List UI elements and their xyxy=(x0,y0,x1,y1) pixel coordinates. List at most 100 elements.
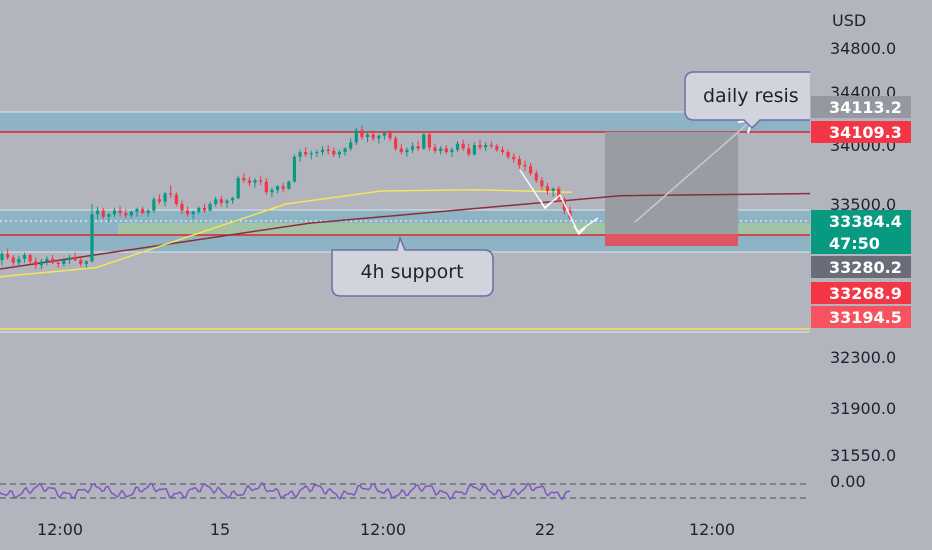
price-badge-label: 33280.2 xyxy=(829,258,902,277)
price-badge-label: 34109.3 xyxy=(829,123,902,142)
price-badge xyxy=(811,96,911,118)
candle-body xyxy=(51,258,55,263)
candle-body xyxy=(56,262,60,264)
candle-body xyxy=(439,148,443,151)
candle-body xyxy=(219,199,223,203)
arrow-head-icon xyxy=(573,225,586,236)
candle-body xyxy=(349,142,353,149)
candle-body xyxy=(292,156,297,182)
support-callout[interactable] xyxy=(331,235,494,297)
candle-body xyxy=(461,143,465,149)
candle-body xyxy=(377,135,381,139)
candle-body xyxy=(84,261,88,264)
candle-body xyxy=(259,180,263,182)
stop-box[interactable] xyxy=(605,234,738,246)
candle-body xyxy=(107,214,111,217)
candle-body xyxy=(185,210,190,215)
resistance-callout[interactable] xyxy=(684,71,813,130)
price-badges: 34113.2 34109.3 33384.4 47:50 33280.2 33268.9… xyxy=(811,96,911,328)
candle-body xyxy=(399,148,403,153)
candle-body xyxy=(73,257,77,261)
price-tick-label: 31550.0 xyxy=(830,446,896,465)
candlestick-series xyxy=(0,125,572,270)
candle-body xyxy=(444,148,448,153)
candle-body xyxy=(39,261,43,266)
candle-body xyxy=(202,207,207,211)
candle-body xyxy=(326,149,330,151)
candle-body xyxy=(529,166,533,174)
candle-body xyxy=(422,134,426,149)
candle-body xyxy=(214,199,218,204)
candle-body xyxy=(365,134,370,138)
candle-body xyxy=(517,159,521,166)
price-badge-label: 33194.5 xyxy=(829,308,902,327)
candle-body xyxy=(163,193,167,202)
candle-body xyxy=(281,186,285,189)
candle-body xyxy=(332,150,336,155)
candle-body xyxy=(11,257,15,263)
candle-body xyxy=(28,255,32,262)
candle-body xyxy=(247,180,252,183)
price-tick-label: 32300.0 xyxy=(830,348,896,367)
time-tick-label: 15 xyxy=(210,520,230,539)
candle-body xyxy=(315,152,319,154)
candle-body xyxy=(208,204,212,211)
candle-body xyxy=(545,186,550,192)
candle-body xyxy=(416,146,420,149)
candle-body xyxy=(388,133,392,139)
candle-body xyxy=(270,189,274,193)
price-badge-label: 33268.9 xyxy=(829,284,902,303)
price-badge xyxy=(811,210,911,254)
candle-body xyxy=(90,214,94,262)
candle-body xyxy=(450,149,454,153)
candle-body xyxy=(551,188,555,192)
time-tick-label: 12:00 xyxy=(689,520,735,539)
candle-body xyxy=(405,149,409,153)
time-tick-label: 12:00 xyxy=(360,520,406,539)
candle-body xyxy=(129,211,133,216)
candle-body xyxy=(62,260,66,264)
price-badge xyxy=(811,282,911,304)
projection-down-path xyxy=(519,169,599,234)
candle-body xyxy=(101,210,105,217)
resistance-callout-text: daily resis xyxy=(703,85,799,107)
candle-body xyxy=(534,173,538,181)
candle-body xyxy=(34,261,38,266)
rsi-line xyxy=(0,481,571,501)
candle-body xyxy=(112,210,117,215)
candle-body xyxy=(478,145,482,148)
time-axis: 12:00 15 12:00 22 12:00 xyxy=(37,520,735,539)
currency-label: USD xyxy=(832,11,866,30)
candle-body xyxy=(146,210,150,213)
price-badge xyxy=(811,121,911,143)
yellow-moving-average xyxy=(0,189,573,278)
candle-body xyxy=(495,146,499,150)
candle-body xyxy=(382,133,387,136)
price-tick-label: 31900.0 xyxy=(830,399,896,418)
candle-body xyxy=(489,145,493,147)
candle-body xyxy=(96,210,100,215)
candle-body xyxy=(6,253,10,258)
time-tick-label: 12:00 xyxy=(37,520,83,539)
arrow-head-icon xyxy=(539,199,552,210)
candle-body xyxy=(45,258,49,262)
price-badge-label: 34113.2 xyxy=(829,98,902,117)
candle-body xyxy=(360,130,364,138)
target-box[interactable] xyxy=(605,132,738,234)
price-badge-countdown: 47:50 xyxy=(829,234,880,253)
candle-body xyxy=(500,149,505,153)
candle-body xyxy=(467,148,471,155)
candle-body xyxy=(410,146,415,150)
candle-body xyxy=(225,200,229,203)
candle-body xyxy=(242,178,246,181)
resistance-zone xyxy=(0,112,810,132)
candle-body xyxy=(512,156,516,160)
candle-body xyxy=(118,210,122,213)
candle-body xyxy=(180,204,184,211)
candle-body xyxy=(320,149,325,153)
candle-body xyxy=(455,143,460,150)
candle-body xyxy=(557,188,561,200)
candle-body xyxy=(140,209,145,213)
candle-body xyxy=(337,152,342,155)
